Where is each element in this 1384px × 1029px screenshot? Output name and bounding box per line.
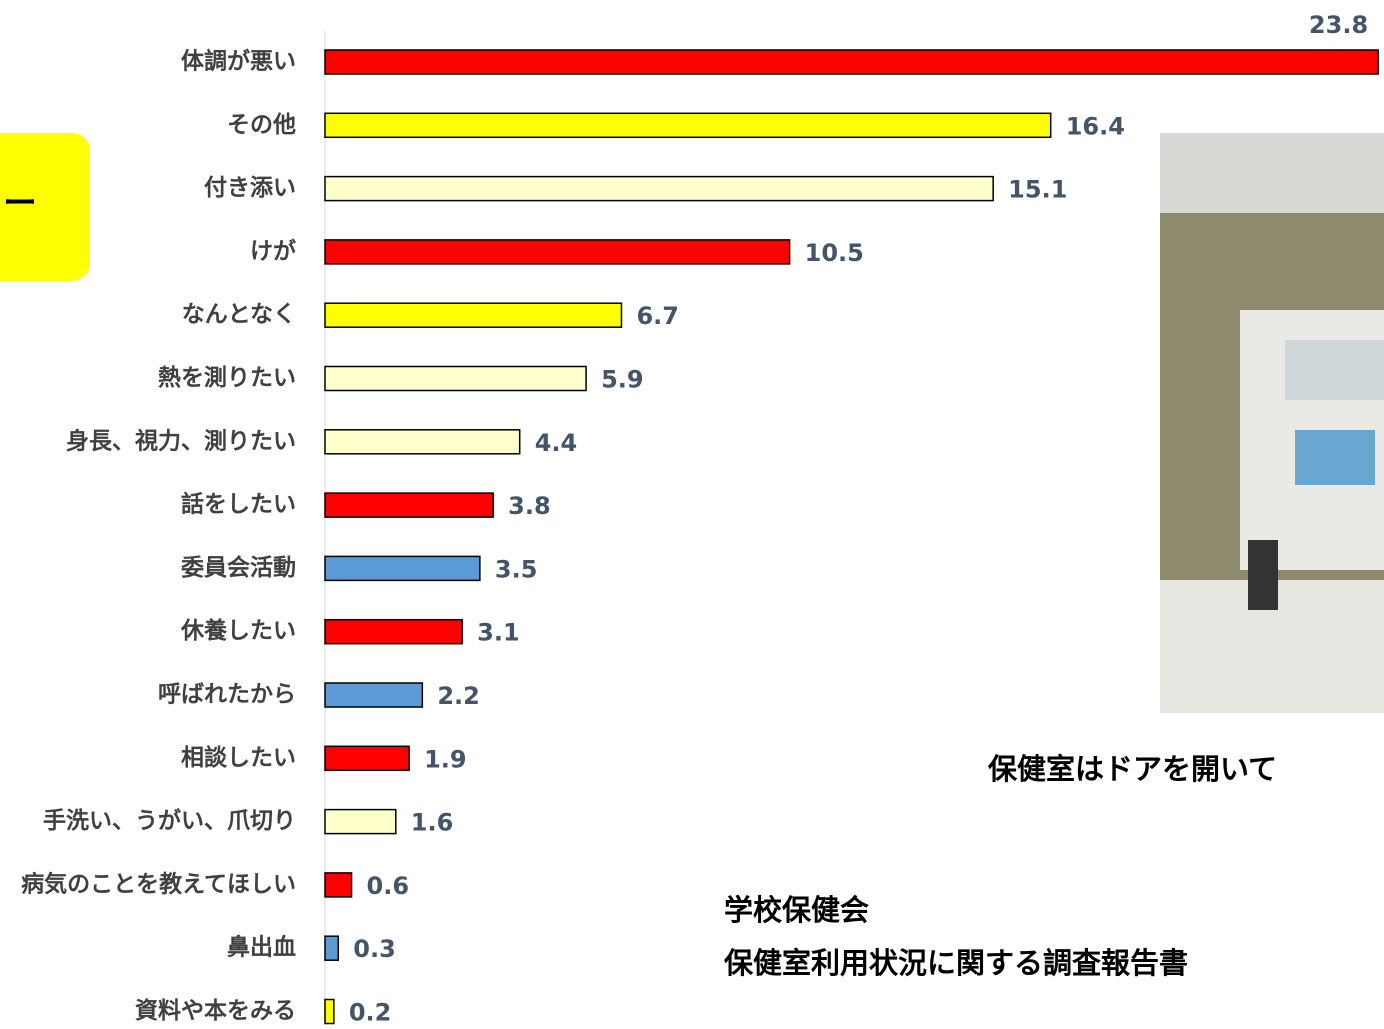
value-label: 5.9 <box>601 366 644 394</box>
category-label: 鼻出血 <box>227 934 296 961</box>
bar <box>324 872 353 898</box>
side-box-text: ー <box>3 184 37 224</box>
category-label: 資料や本をみる <box>135 997 296 1024</box>
value-label: 6.7 <box>636 302 679 330</box>
bar <box>324 998 335 1025</box>
bar <box>324 365 587 392</box>
bar <box>324 112 1052 139</box>
value-label: 2.2 <box>437 682 480 710</box>
value-label: 1.6 <box>411 809 454 837</box>
category-label: 休養したい <box>180 617 296 644</box>
category-label: けが <box>250 237 296 264</box>
value-label: 10.5 <box>805 239 864 267</box>
category-label: 熱を測りたい <box>158 365 296 391</box>
category-label: 手洗い、うがい、爪切り <box>43 807 296 834</box>
bar <box>324 555 481 582</box>
photo <box>1160 133 1384 713</box>
photo-caption: 保健室はドアを開いて <box>987 752 1277 786</box>
category-label: 病気のことを教えてほしい <box>21 870 296 897</box>
value-label: 4.4 <box>535 429 578 457</box>
bar <box>324 808 397 835</box>
bar <box>324 682 424 708</box>
bar <box>324 935 340 961</box>
category-label: 体調が悪い <box>181 48 296 75</box>
bar <box>324 239 791 265</box>
bar <box>324 745 410 772</box>
value-label: 0.6 <box>367 872 410 900</box>
value-label: 23.8 <box>1309 11 1368 39</box>
category-label: 相談したい <box>181 744 296 771</box>
category-label: なんとなく <box>182 302 296 328</box>
value-label: 1.9 <box>424 745 467 773</box>
category-label: 呼ばれたから <box>158 682 296 708</box>
value-label: 0.3 <box>353 935 396 963</box>
source-line: 学校保健会 <box>724 893 869 927</box>
value-label: 15.1 <box>1008 176 1067 204</box>
bar <box>324 492 494 518</box>
category-label: 話をしたい <box>181 491 296 518</box>
value-label: 3.1 <box>477 619 520 647</box>
bar <box>324 618 463 645</box>
bar <box>324 49 1379 75</box>
category-label: 委員会活動 <box>180 554 296 581</box>
side-box <box>0 133 90 281</box>
value-label: 16.4 <box>1066 112 1125 140</box>
category-label: 身長、視力、測りたい <box>66 427 296 454</box>
bar <box>324 429 521 455</box>
bar <box>324 302 623 328</box>
bar <box>324 175 994 202</box>
value-label: 3.8 <box>508 492 551 520</box>
value-label: 0.2 <box>349 999 392 1026</box>
category-label: その他 <box>227 112 296 138</box>
category-label: 付き添い <box>204 175 296 201</box>
value-label: 3.5 <box>495 555 538 583</box>
source-line: 保健室利用状況に関する調査報告書 <box>723 946 1188 980</box>
